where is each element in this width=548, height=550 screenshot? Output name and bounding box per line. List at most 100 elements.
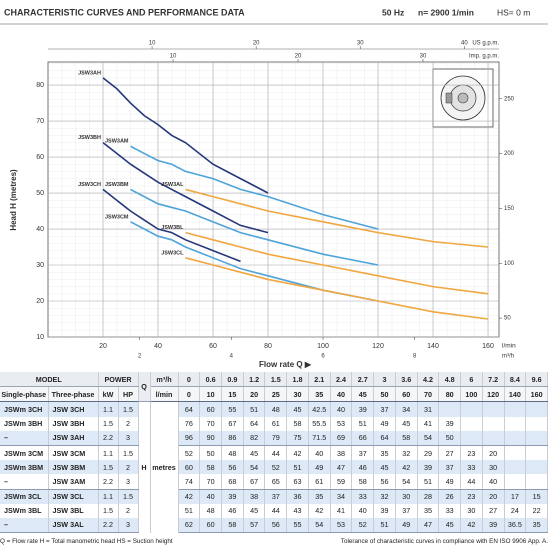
head-value: 39 <box>373 503 396 518</box>
head-value: 51 <box>373 517 396 534</box>
empty-cell <box>482 401 505 417</box>
head-value: 47 <box>330 460 353 475</box>
footer: Q = Flow rate H = Total manometric head … <box>0 538 548 545</box>
head-value: 51 <box>178 503 201 518</box>
speed: n= 2900 1/min <box>418 7 474 17</box>
y-tick-label: 60 <box>36 154 44 161</box>
curve-label: JSW3BL <box>161 225 184 231</box>
curve-label: JSW3CL <box>161 250 184 256</box>
head-value: 69 <box>330 430 353 446</box>
three-phase-model: JSW 3CM <box>48 445 99 461</box>
head-value: 54 <box>395 474 418 490</box>
flow-m3h: 0 <box>178 372 201 388</box>
x-tick-label: 100 <box>317 343 329 350</box>
empty-cell <box>460 416 483 431</box>
m3h-tick-label: 2 <box>138 354 142 360</box>
chart: CHARACTERISTIC CURVES AND PERFORMANCE DA… <box>0 7 548 369</box>
head-value: 45 <box>373 460 396 475</box>
flow-lmin: 20 <box>243 386 266 403</box>
head-value: 37 <box>395 503 418 518</box>
y2-tick-label: 50 <box>504 316 511 322</box>
head-value: 45 <box>286 401 309 417</box>
head-value: 61 <box>264 416 288 431</box>
head-value: 30 <box>482 460 505 475</box>
head-value: 34 <box>330 489 353 504</box>
m3h-header: m³/h <box>150 372 179 388</box>
head-value: 42 <box>286 445 309 461</box>
head-value: 58 <box>286 416 309 431</box>
three-phase-model: JSW 3CH <box>48 401 99 417</box>
page-title: CHARACTERISTIC CURVES AND PERFORMANCE DA… <box>4 7 245 17</box>
head-value: 79 <box>264 430 288 446</box>
head-value: 42 <box>308 503 331 518</box>
single-phase-model: JSWm 3CL <box>0 489 49 504</box>
head-value: 29 <box>417 445 440 461</box>
power-hp: 2 <box>118 503 139 518</box>
head-value: 23 <box>460 445 483 461</box>
head-value: 49 <box>308 460 331 475</box>
flow-m3h: 2.7 <box>351 372 375 388</box>
y-tick-label: 50 <box>36 190 44 197</box>
head-value: 22 <box>525 503 548 518</box>
head-value: 70 <box>199 474 222 490</box>
head-value: 60 <box>178 460 201 475</box>
head-value: 64 <box>243 416 266 431</box>
flow-lmin: 10 <box>199 386 222 403</box>
head-value: 51 <box>286 460 309 475</box>
head-value: 45 <box>243 503 266 518</box>
flow-m3h: 0.6 <box>199 372 222 388</box>
x-tick-label: 60 <box>209 343 217 350</box>
head-value: 49 <box>373 416 396 431</box>
y2-tick-label: 150 <box>504 206 515 212</box>
table-row: – JSW 3AH 2.2 3 96 90 86 82 79 75 71.5 69 66 64 58 54 50 <box>0 430 548 446</box>
flow-lmin: 0 <box>178 386 201 403</box>
m3h-tick-label: 6 <box>321 354 325 360</box>
flow-m3h: 4.8 <box>438 372 462 388</box>
curve-label: JSW3BH <box>78 135 101 141</box>
head-value: 24 <box>504 503 527 518</box>
flow-lmin: 70 <box>417 386 440 403</box>
flow-m3h: 0.9 <box>221 372 244 388</box>
head-value: 37 <box>351 445 375 461</box>
empty-cell <box>504 474 527 490</box>
head-value: 60 <box>199 517 222 534</box>
curve <box>102 188 241 263</box>
head-value: 50 <box>199 445 222 461</box>
head-value: 27 <box>482 503 505 518</box>
flow-lmin: 140 <box>504 386 527 403</box>
power-kw: 2.2 <box>98 517 119 534</box>
y-tick-label: 40 <box>36 226 44 233</box>
head-value: 53 <box>330 416 353 431</box>
x-unit: l/min <box>502 343 516 350</box>
head-value: 52 <box>178 445 201 461</box>
head-value: 34 <box>395 401 418 417</box>
head-value: 44 <box>460 474 483 490</box>
head-value: 65 <box>264 474 288 490</box>
head-value: 54 <box>308 517 331 534</box>
head-value: 42.5 <box>308 401 331 417</box>
flow-lmin: 15 <box>221 386 244 403</box>
head-value: 70 <box>199 416 222 431</box>
head-value: 31 <box>417 401 440 417</box>
head-value: 30 <box>460 503 483 518</box>
head-value: 68 <box>221 474 244 490</box>
imp_gpm-tick-label: 30 <box>420 54 427 60</box>
head-value: 20 <box>482 445 505 461</box>
empty-cell <box>460 430 483 446</box>
kw-header: kW <box>98 386 119 403</box>
head-value: 40 <box>199 489 222 504</box>
metres-label: metres <box>150 401 179 533</box>
head-value: 96 <box>178 430 201 446</box>
lmin-header: l/min <box>150 386 179 403</box>
curve-label: JSW3CH <box>78 182 101 188</box>
empty-cell <box>504 401 527 417</box>
y-tick-label: 80 <box>36 82 44 89</box>
head-value: 39 <box>221 489 244 504</box>
head-value: 54 <box>417 430 440 446</box>
empty-cell <box>525 416 548 431</box>
y2-tick-label: 250 <box>504 96 515 102</box>
head-value: 30 <box>395 489 418 504</box>
three-phase-model: JSW 3AH <box>48 430 99 446</box>
single-phase-model: – <box>0 430 49 446</box>
